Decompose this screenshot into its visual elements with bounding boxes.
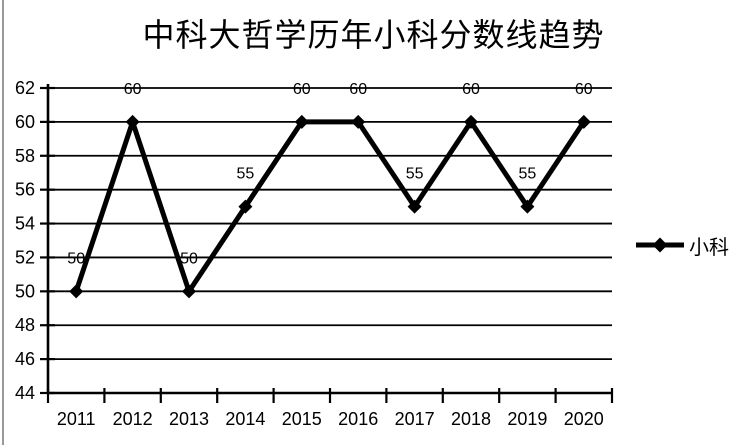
y-tick-label: 44	[15, 383, 35, 403]
x-tick-label: 2013	[169, 409, 209, 429]
y-tick-label: 56	[15, 180, 35, 200]
data-point-marker	[182, 284, 196, 299]
legend-series-marker-icon	[636, 237, 684, 253]
y-tick-label: 58	[15, 146, 35, 166]
y-tick-label: 50	[15, 281, 35, 301]
data-point-marker	[294, 114, 309, 129]
data-label: 60	[349, 81, 367, 98]
y-tick-label: 62	[15, 78, 35, 98]
x-tick-label: 2012	[113, 409, 153, 429]
x-tick-label: 2014	[225, 409, 265, 429]
data-point-marker	[69, 284, 84, 299]
x-tick-label: 2011	[57, 409, 96, 429]
legend: 小科	[634, 231, 729, 259]
data-point-marker	[125, 114, 140, 129]
window-left-border	[2, 0, 4, 445]
x-tick-label: 2018	[451, 409, 491, 429]
series-line	[73, 119, 586, 294]
data-point-marker	[238, 199, 253, 214]
data-label: 55	[519, 166, 537, 183]
legend-label: 小科	[689, 236, 729, 259]
data-label: 50	[67, 250, 85, 267]
data-point-marker	[520, 199, 535, 214]
x-tick-label: 2015	[282, 409, 322, 429]
data-point-marker	[407, 199, 422, 214]
data-label: 60	[124, 81, 142, 98]
data-label: 50	[180, 250, 198, 267]
data-label: 60	[575, 81, 593, 98]
y-tick-label: 54	[15, 214, 35, 234]
data-point-marker	[464, 114, 478, 129]
data-label: 60	[462, 81, 480, 98]
y-tick-label: 60	[15, 112, 35, 132]
y-tick-label: 46	[15, 349, 35, 369]
y-tick-label: 48	[15, 315, 35, 335]
x-tick-label: 2016	[338, 409, 378, 429]
x-tick-label: 2020	[564, 409, 604, 429]
chart-title: 中科大哲学历年小科分数线趋势	[142, 17, 605, 53]
x-tick-label: 2017	[395, 409, 435, 429]
x-tick-label: 2019	[507, 409, 547, 429]
data-label: 55	[406, 166, 424, 183]
data-label: 55	[237, 166, 255, 183]
data-point-marker	[351, 114, 366, 129]
y-tick-label: 52	[15, 247, 35, 267]
data-point-marker	[576, 114, 591, 129]
data-label: 60	[293, 81, 311, 98]
